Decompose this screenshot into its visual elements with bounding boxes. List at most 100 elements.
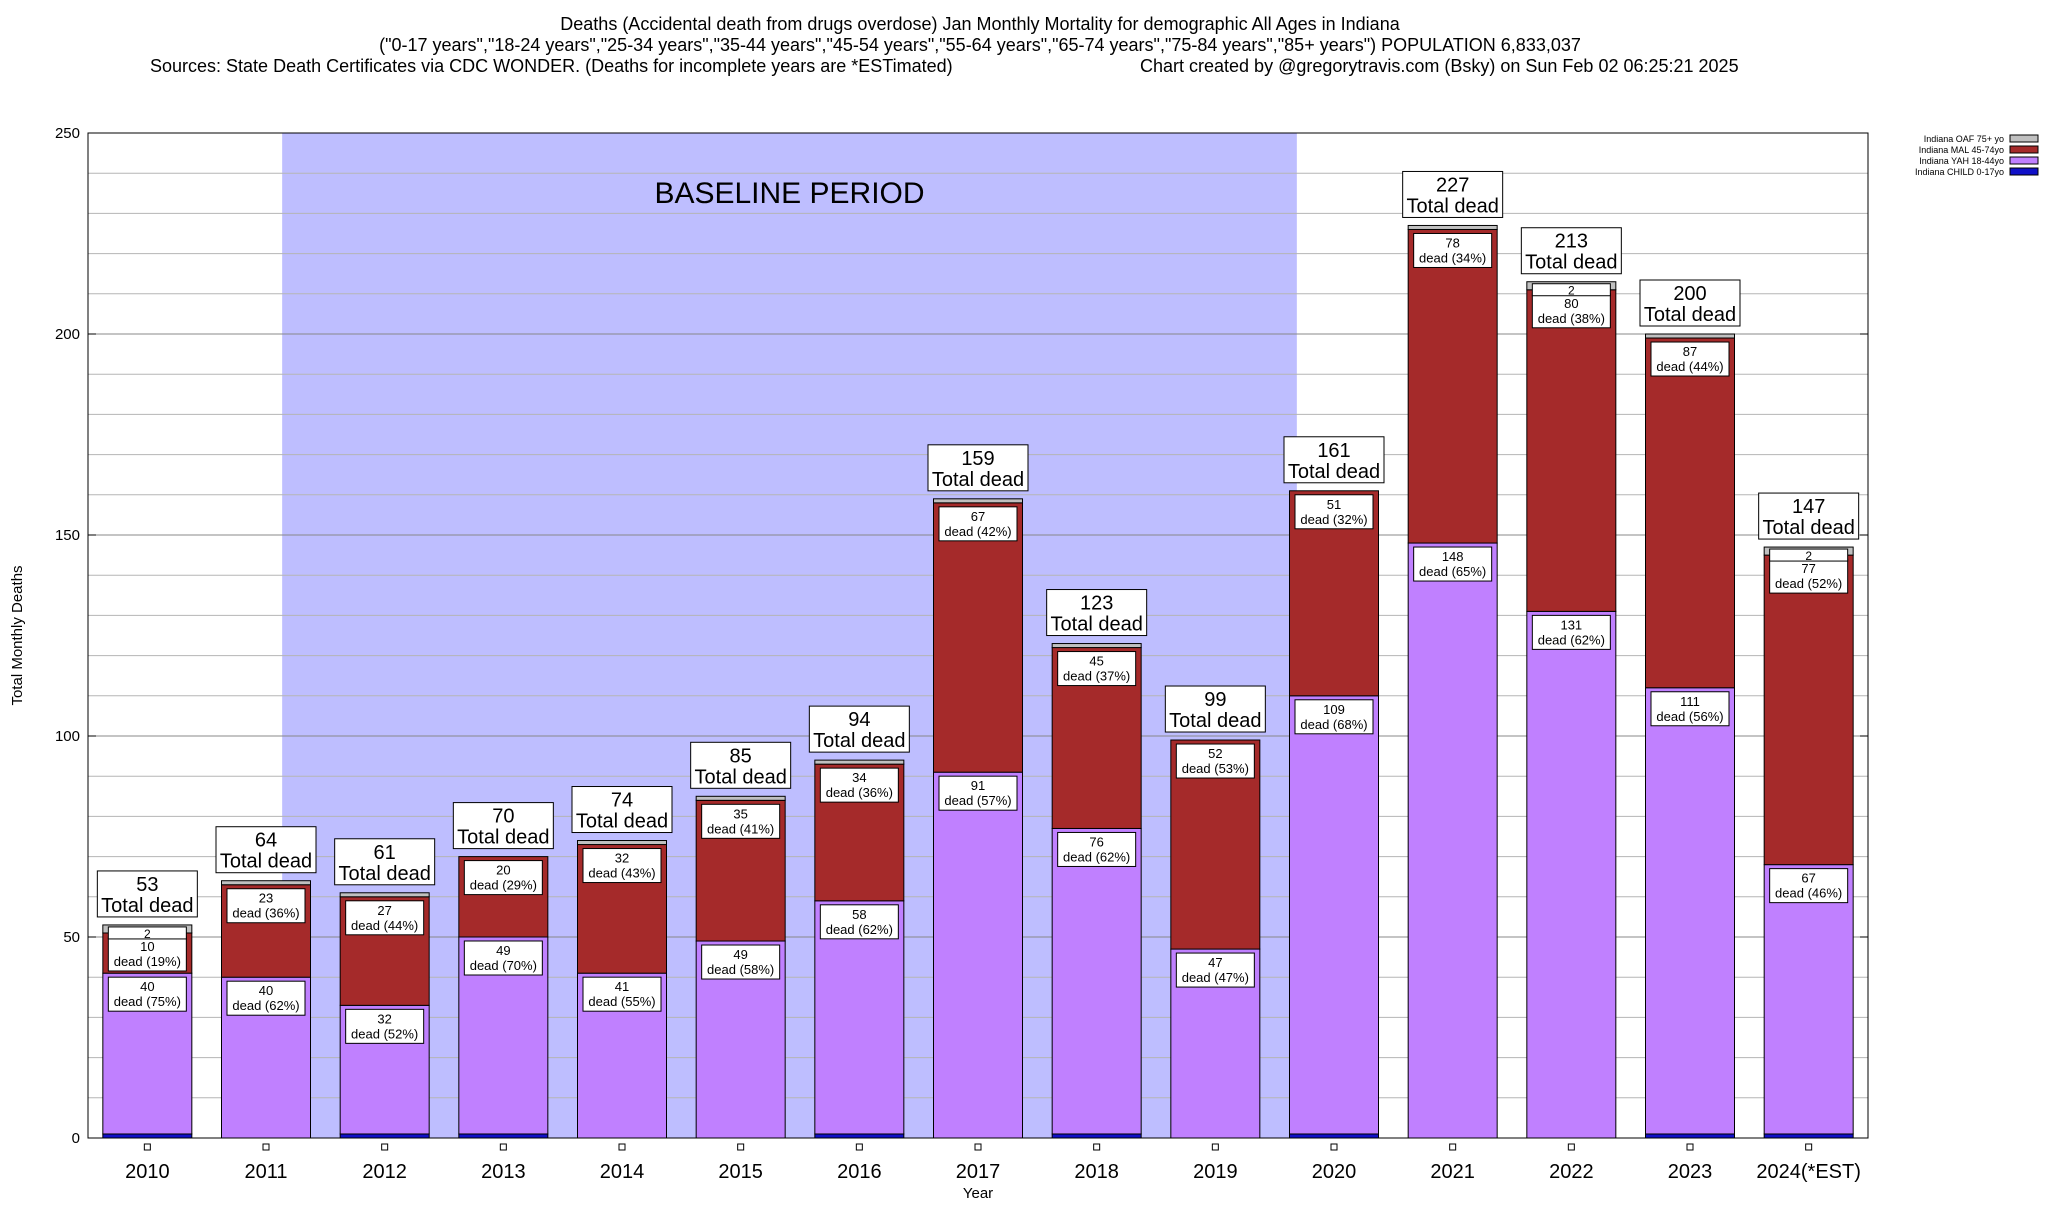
segment-pct-label: dead (43%) — [588, 866, 655, 881]
total-label-box — [571, 786, 673, 834]
total-value-label: 85 — [730, 745, 752, 767]
bar-segment — [339, 1133, 430, 1139]
x-tick-marker — [1567, 1143, 1575, 1151]
x-tick-marker — [855, 1143, 863, 1151]
segment-pct-label: dead (37%) — [1063, 669, 1130, 684]
segment-label-box — [1057, 831, 1137, 867]
total-suffix-label: Total dead — [932, 469, 1024, 491]
segment-pct-label: dead (75%) — [114, 994, 181, 1009]
x-tick-marker — [737, 1143, 745, 1151]
x-tick-label: 2017 — [956, 1161, 1001, 1183]
segment-pct-label: dead (55%) — [588, 994, 655, 1009]
total-label-box — [1164, 685, 1266, 733]
x-tick-label: 2015 — [718, 1161, 763, 1183]
chart-credit: Chart created by @gregorytravis.com (Bsk… — [1140, 56, 1739, 76]
segment-label-box — [463, 940, 543, 976]
total-label-box — [1402, 170, 1504, 218]
segment-value-label: 2 — [1568, 284, 1575, 298]
segment-label-box — [1057, 651, 1137, 687]
total-suffix-label: Total dead — [101, 895, 193, 917]
total-suffix-label: Total dead — [1288, 461, 1380, 483]
total-label-box — [690, 741, 792, 789]
total-suffix-label: Total dead — [576, 811, 668, 833]
total-value-label: 70 — [492, 806, 514, 828]
bar-segment — [1407, 542, 1498, 1139]
segment-value-label: 148 — [1442, 549, 1464, 564]
segment-value-label: 40 — [259, 983, 273, 998]
baseline-label: BASELINE PERIOD — [654, 177, 924, 210]
total-value-label: 61 — [374, 842, 396, 864]
total-label-box — [452, 802, 554, 850]
segment-label-box — [226, 888, 306, 924]
y-tick-label: 100 — [55, 728, 80, 745]
segment-value-label: 67 — [1801, 871, 1815, 886]
legend-swatch — [2009, 134, 2039, 143]
segment-value-label: 27 — [377, 903, 391, 918]
total-suffix-label: Total dead — [1763, 517, 1855, 539]
total-suffix-label: Total dead — [1525, 252, 1617, 274]
total-value-label: 200 — [1673, 283, 1706, 305]
total-value-label: 53 — [136, 874, 158, 896]
x-tick-marker — [618, 1143, 626, 1151]
bar-segment — [1289, 1133, 1379, 1139]
bar-segment — [1051, 827, 1142, 1135]
segment-value-label: 87 — [1683, 344, 1697, 359]
segment-pct-label: dead (42%) — [944, 524, 1011, 539]
segment-pct-label: dead (46%) — [1775, 886, 1842, 901]
x-tick-marker — [1449, 1143, 1457, 1151]
total-label-box — [1283, 436, 1385, 484]
segment-label-box — [1769, 548, 1849, 562]
segment-pct-label: dead (29%) — [470, 878, 537, 893]
segment-pct-label: dead (56%) — [1656, 709, 1723, 724]
segment-value-label: 23 — [259, 891, 273, 906]
x-tick-marker — [381, 1143, 389, 1151]
chart-subtitle: ("0-17 years","18-24 years","25-34 years… — [379, 35, 1581, 55]
segment-value-label: 131 — [1560, 617, 1582, 632]
bar-segment — [577, 840, 667, 846]
segment-value-label: 80 — [1564, 296, 1578, 311]
segment-pct-label: dead (68%) — [1300, 717, 1367, 732]
segment-value-label: 49 — [496, 943, 510, 958]
bar-segment — [1051, 643, 1142, 649]
segment-value-label: 91 — [971, 778, 985, 793]
segment-label-box — [345, 1008, 425, 1044]
segment-value-label: 32 — [377, 1011, 391, 1026]
segment-pct-label: dead (52%) — [1775, 576, 1842, 591]
x-tick-label: 2021 — [1430, 1161, 1475, 1183]
bar-segment — [1645, 337, 1735, 689]
total-suffix-label: Total dead — [695, 766, 787, 788]
y-axis-label: Total Monthly Deaths — [9, 565, 26, 705]
segment-value-label: 111 — [1680, 694, 1700, 709]
bar-segment — [339, 892, 430, 898]
bar-segment — [1645, 1133, 1735, 1139]
bar-segment — [1763, 554, 1854, 866]
segment-label-box — [226, 980, 306, 1016]
x-tick-label: 2023 — [1668, 1161, 1713, 1183]
x-axis-label: Year — [963, 1185, 993, 1200]
segment-label-box — [701, 803, 781, 839]
segment-value-label: 2 — [144, 927, 151, 941]
bar-segment — [102, 1133, 193, 1139]
x-tick-marker — [1093, 1143, 1101, 1151]
total-value-label: 159 — [961, 448, 994, 470]
total-label-box — [808, 705, 910, 753]
segment-pct-label: dead (52%) — [351, 1026, 418, 1041]
legend-label: Indiana MAL 45-74yo — [1919, 145, 2004, 155]
segment-value-label: 10 — [140, 939, 154, 954]
total-label-box — [215, 826, 317, 874]
segment-label-box — [107, 926, 187, 940]
x-tick-label: 2014 — [600, 1161, 645, 1183]
total-value-label: 161 — [1317, 440, 1350, 462]
segment-pct-label: dead (62%) — [1538, 632, 1605, 647]
x-tick-label: 2016 — [837, 1161, 882, 1183]
chart-sources: Sources: State Death Certificates via CD… — [150, 56, 953, 76]
y-tick-label: 250 — [55, 125, 80, 142]
segment-pct-label: dead (70%) — [470, 958, 537, 973]
x-tick-marker — [974, 1143, 982, 1151]
bar-segment — [1407, 228, 1498, 544]
total-value-label: 213 — [1555, 231, 1588, 253]
total-value-label: 227 — [1436, 174, 1469, 196]
segment-pct-label: dead (19%) — [114, 954, 181, 969]
segment-label-box — [107, 936, 187, 972]
